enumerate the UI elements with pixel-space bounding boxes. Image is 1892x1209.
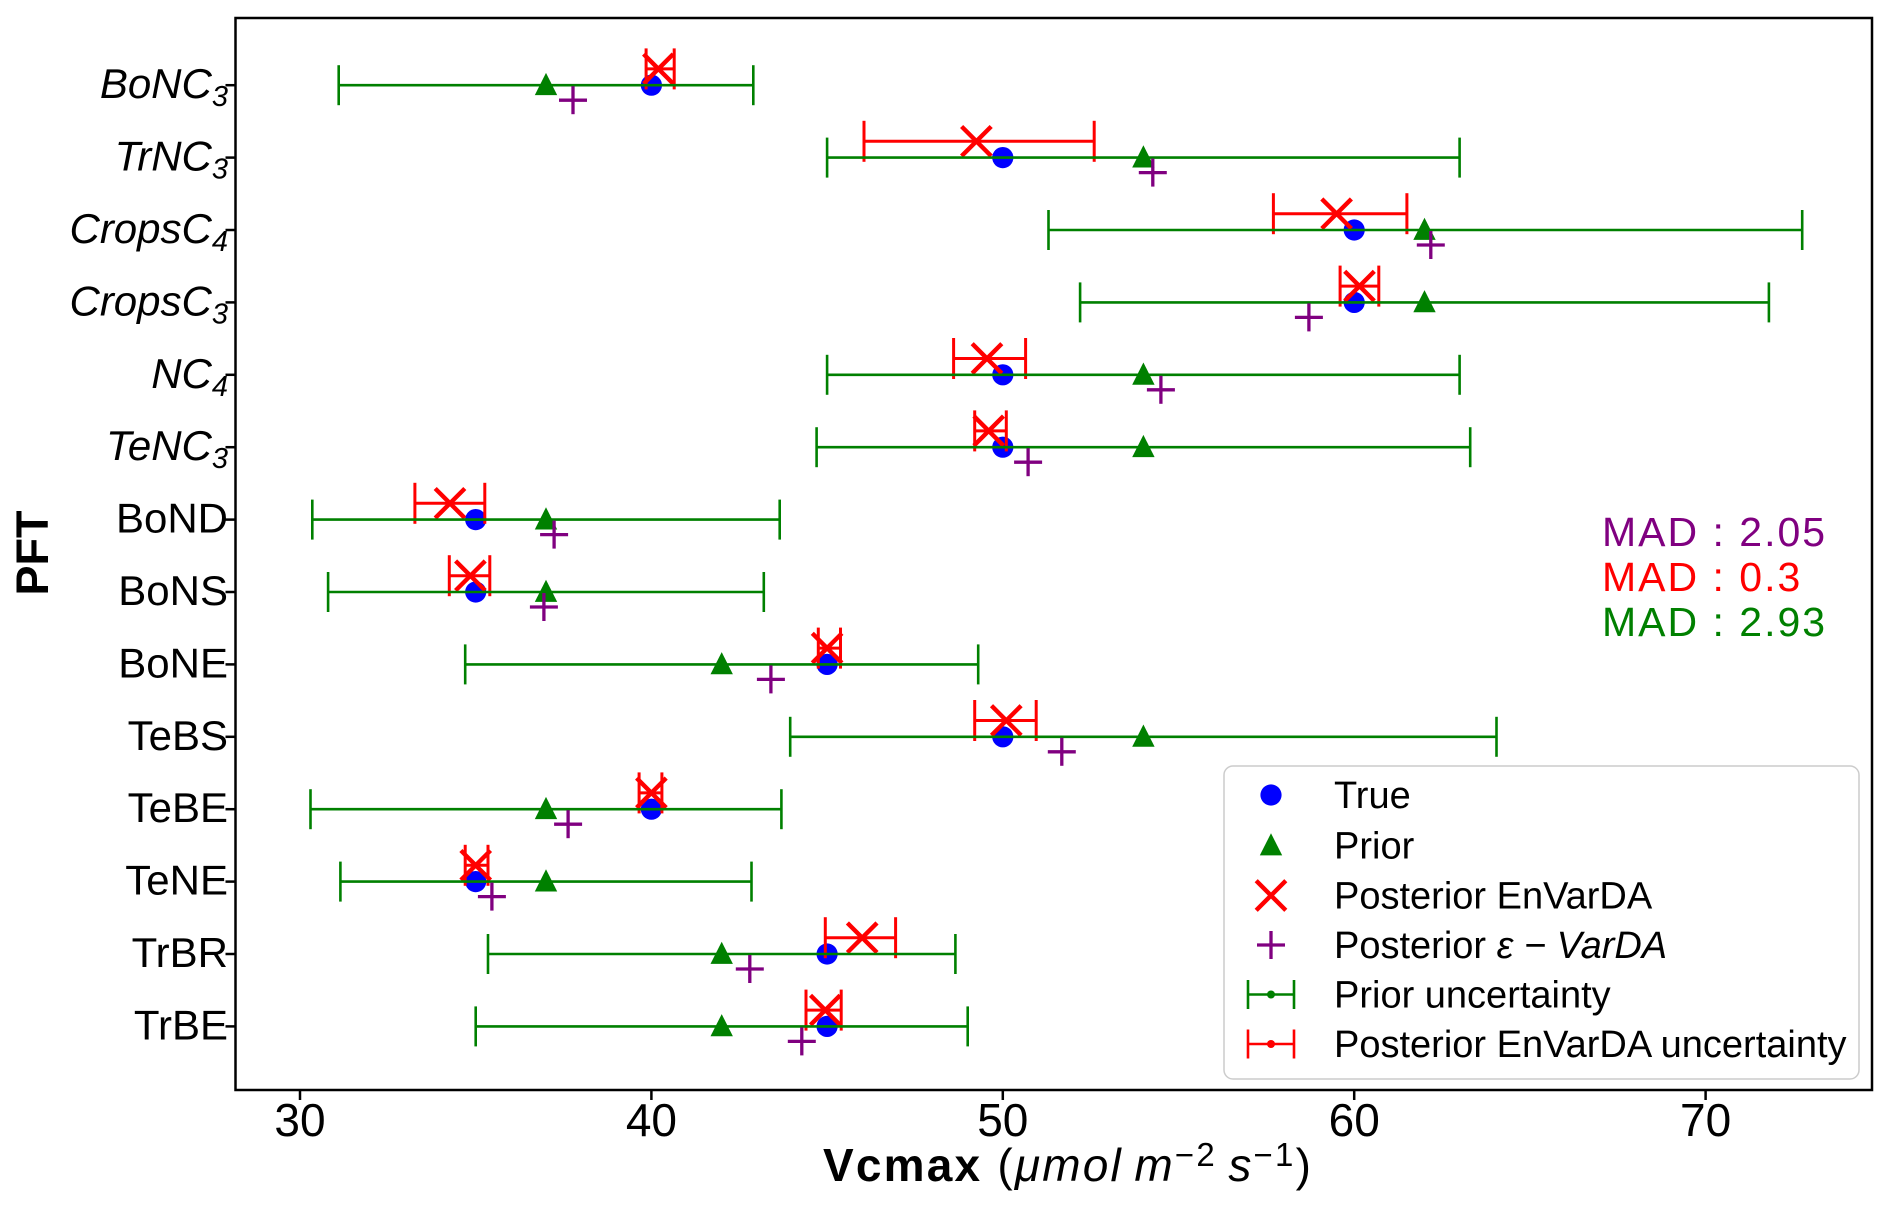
svg-text:Posterior ε − VarDA: Posterior ε − VarDA <box>1334 925 1667 967</box>
svg-text:True: True <box>1334 775 1411 817</box>
svg-text:70: 70 <box>1680 1094 1731 1146</box>
svg-text:TrBE: TrBE <box>134 1001 228 1048</box>
svg-text:MAD : 2.05: MAD : 2.05 <box>1602 509 1827 555</box>
svg-text:TeBE: TeBE <box>128 784 228 831</box>
svg-text:TrBR: TrBR <box>132 929 228 976</box>
svg-text:CropsC4: CropsC4 <box>69 205 228 258</box>
svg-text:60: 60 <box>1329 1094 1380 1146</box>
svg-text:PFT: PFT <box>7 511 58 596</box>
svg-text:TeBS: TeBS <box>128 712 228 759</box>
svg-text:Prior uncertainty: Prior uncertainty <box>1334 975 1611 1017</box>
svg-text:TeNC3: TeNC3 <box>106 422 228 475</box>
svg-text:40: 40 <box>626 1094 677 1146</box>
svg-text:Posterior EnVarDA uncertainty: Posterior EnVarDA uncertainty <box>1334 1024 1847 1066</box>
svg-text:MAD : 0.3: MAD : 0.3 <box>1602 554 1802 600</box>
svg-text:30: 30 <box>274 1094 325 1146</box>
svg-text:BoNS: BoNS <box>118 567 228 614</box>
svg-text:Posterior EnVarDA: Posterior EnVarDA <box>1334 876 1653 918</box>
svg-text:BoND: BoND <box>116 495 228 542</box>
svg-text:Vcmax (μmol m−2 s−1): Vcmax (μmol m−2 s−1) <box>823 1136 1313 1191</box>
svg-text:MAD : 2.93: MAD : 2.93 <box>1602 599 1827 645</box>
svg-text:TeNE: TeNE <box>125 857 228 904</box>
svg-text:BoNE: BoNE <box>118 639 228 686</box>
svg-text:50: 50 <box>977 1094 1028 1146</box>
svg-text:TrNC3: TrNC3 <box>115 133 228 186</box>
svg-text:Prior: Prior <box>1334 826 1415 868</box>
svg-text:BoNC3: BoNC3 <box>100 60 228 113</box>
svg-text:CropsC3: CropsC3 <box>69 277 228 330</box>
